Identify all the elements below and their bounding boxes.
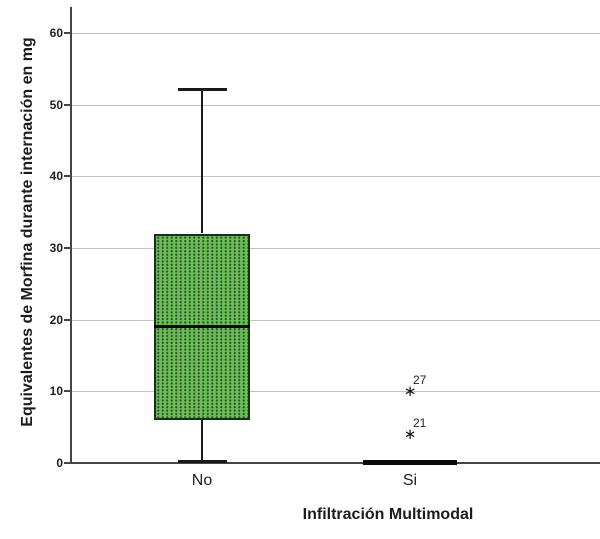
y-tick-label: 10 xyxy=(49,384,63,398)
gridline xyxy=(72,391,600,392)
outlier-case-label: 27 xyxy=(413,373,427,387)
y-tick-mark xyxy=(64,247,71,249)
gridline xyxy=(72,33,600,34)
y-tick-mark xyxy=(64,390,71,392)
x-axis-line xyxy=(70,462,600,464)
y-tick-label: 40 xyxy=(49,169,63,183)
whisker-lower-line-no xyxy=(201,420,203,463)
outlier-marker: ∗ xyxy=(403,425,417,443)
whisker-upper-line-no xyxy=(201,90,203,233)
median-line-no xyxy=(154,325,250,328)
outlier-marker: ∗ xyxy=(403,382,417,400)
whisker-lower-cap-no xyxy=(178,460,227,463)
y-tick-label: 50 xyxy=(49,98,63,112)
y-tick-label: 0 xyxy=(56,456,63,470)
gridline xyxy=(72,320,600,321)
x-axis-title: Infiltración Multimodal xyxy=(302,506,474,523)
y-tick-mark xyxy=(64,175,71,177)
y-tick-mark xyxy=(64,462,71,464)
y-tick-label: 60 xyxy=(49,26,63,40)
y-axis-line xyxy=(70,7,72,464)
x-category-label-no: No xyxy=(191,472,213,489)
x-category-label-si: Si xyxy=(402,472,418,489)
y-tick-mark xyxy=(64,104,71,106)
outlier-case-label: 21 xyxy=(413,416,427,430)
y-tick-mark xyxy=(64,32,71,34)
gridline xyxy=(72,176,600,177)
y-tick-mark xyxy=(64,319,71,321)
whisker-upper-cap-no xyxy=(178,88,227,91)
gridline xyxy=(72,105,600,106)
y-tick-label: 30 xyxy=(49,241,63,255)
gridline xyxy=(72,248,600,249)
collapsed-box-si xyxy=(363,460,457,465)
y-tick-label: 20 xyxy=(49,313,63,327)
